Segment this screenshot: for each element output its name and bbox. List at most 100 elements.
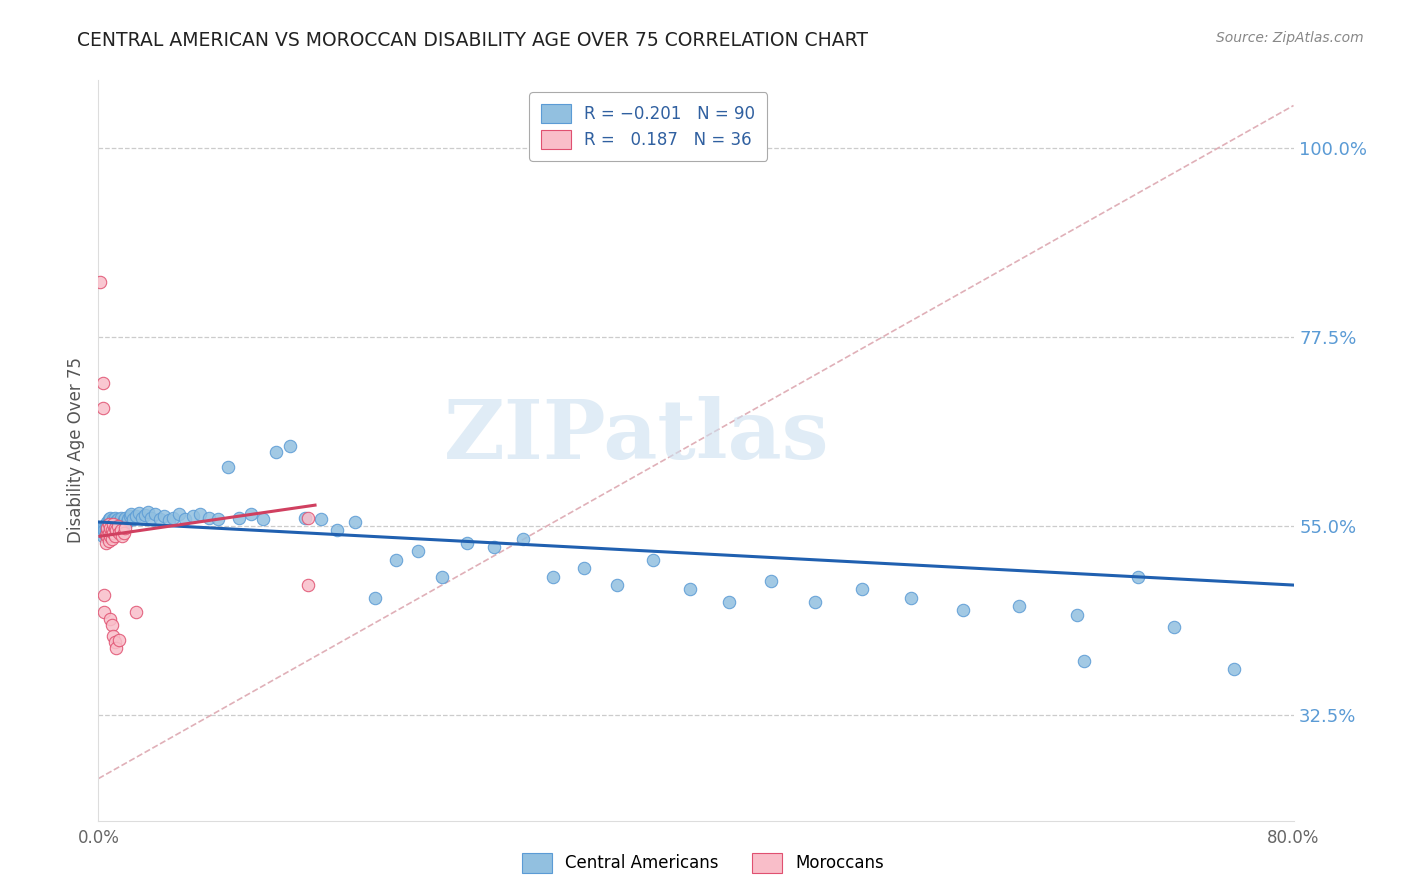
Point: [228, 510, 250, 524]
Point: [484, 540, 506, 554]
Point: [101, 532, 124, 546]
Point: [97, 517, 120, 532]
Point: [101, 515, 124, 529]
Point: [91, 525, 114, 540]
Text: Source: ZipAtlas.com: Source: ZipAtlas.com: [1216, 31, 1364, 45]
Point: [174, 512, 197, 526]
Point: [110, 510, 132, 524]
Point: [108, 515, 131, 529]
Point: [239, 507, 262, 521]
Point: [104, 635, 127, 649]
Point: [207, 512, 229, 526]
Point: [111, 516, 134, 531]
Point: [103, 524, 125, 538]
Point: [1163, 620, 1185, 634]
Point: [98, 522, 122, 536]
Point: [153, 509, 176, 524]
Point: [641, 553, 664, 567]
Point: [572, 561, 595, 575]
Point: [89, 275, 111, 289]
Point: [309, 512, 332, 526]
Text: CENTRAL AMERICAN VS MOROCCAN DISABILITY AGE OVER 75 CORRELATION CHART: CENTRAL AMERICAN VS MOROCCAN DISABILITY …: [77, 31, 869, 50]
Point: [851, 582, 873, 597]
Point: [104, 529, 127, 543]
Point: [125, 509, 148, 524]
Point: [162, 510, 184, 524]
Point: [759, 574, 782, 588]
Point: [93, 524, 115, 538]
Point: [94, 527, 117, 541]
Point: [952, 603, 974, 617]
Point: [117, 512, 139, 526]
Point: [98, 529, 122, 543]
Legend: Central Americans, Moroccans: Central Americans, Moroccans: [515, 847, 891, 880]
Point: [149, 512, 172, 526]
Point: [606, 578, 628, 592]
Point: [105, 519, 128, 533]
Point: [104, 510, 127, 524]
Point: [104, 521, 127, 535]
Point: [278, 439, 301, 453]
Point: [105, 524, 128, 538]
Point: [804, 595, 827, 609]
Point: [101, 524, 124, 538]
Point: [128, 506, 150, 520]
Point: [97, 525, 120, 540]
Point: [91, 401, 114, 416]
Point: [104, 516, 127, 531]
Point: [96, 521, 118, 535]
Point: [384, 553, 406, 567]
Point: [103, 517, 125, 532]
Point: [90, 521, 112, 535]
Point: [96, 529, 118, 543]
Point: [217, 460, 239, 475]
Point: [98, 510, 122, 524]
Point: [1008, 599, 1031, 613]
Point: [93, 588, 115, 602]
Point: [139, 510, 162, 524]
Point: [512, 532, 534, 546]
Point: [107, 517, 129, 532]
Point: [103, 512, 125, 526]
Point: [1066, 607, 1088, 622]
Point: [115, 515, 138, 529]
Point: [297, 578, 319, 592]
Point: [134, 508, 156, 523]
Point: [1073, 654, 1095, 668]
Point: [112, 525, 135, 540]
Y-axis label: Disability Age Over 75: Disability Age Over 75: [66, 358, 84, 543]
Point: [94, 523, 117, 537]
Point: [94, 536, 117, 550]
Point: [94, 527, 117, 541]
Point: [108, 632, 131, 647]
Point: [96, 521, 118, 535]
Point: [118, 509, 141, 524]
Point: [157, 513, 180, 527]
Point: [326, 524, 349, 538]
Point: [103, 525, 125, 540]
Point: [107, 512, 129, 526]
Point: [120, 507, 142, 521]
Point: [143, 507, 166, 521]
Point: [98, 612, 122, 626]
Point: [101, 525, 124, 540]
Point: [456, 536, 478, 550]
Point: [108, 525, 131, 540]
Text: ZIPatlas: ZIPatlas: [443, 396, 830, 475]
Point: [93, 605, 115, 619]
Point: [198, 510, 221, 524]
Point: [188, 507, 211, 521]
Point: [103, 629, 125, 643]
Legend: R = −0.201   N = 90, R =   0.187   N = 36: R = −0.201 N = 90, R = 0.187 N = 36: [529, 92, 768, 161]
Point: [96, 525, 118, 540]
Point: [110, 524, 132, 538]
Point: [93, 519, 115, 533]
Point: [1223, 662, 1246, 676]
Point: [252, 512, 274, 526]
Point: [181, 509, 204, 524]
Point: [98, 516, 122, 531]
Point: [111, 529, 134, 543]
Point: [364, 591, 387, 605]
Point: [406, 544, 429, 558]
Point: [297, 510, 319, 524]
